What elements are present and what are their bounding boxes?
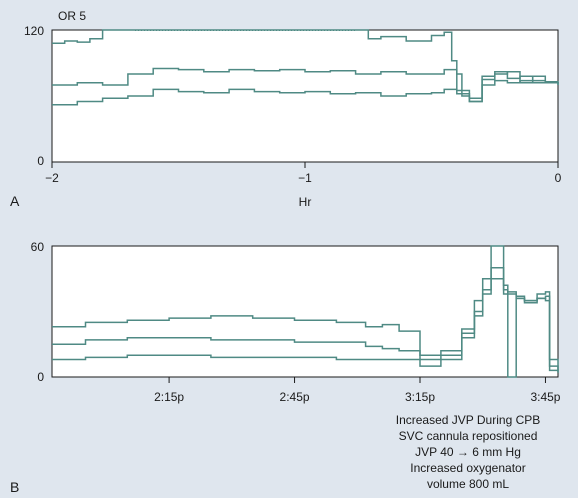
- y-tick-b-max: 60: [31, 240, 45, 254]
- panel-a-series-2: [52, 67, 559, 99]
- x-axis-label-a: Hr: [299, 195, 312, 209]
- panel-a-series-3: [52, 79, 559, 106]
- y-tick-a-min: 0: [37, 154, 44, 168]
- panel-b-series-3: [52, 278, 559, 378]
- panel-b: 60 0 2:15p 2:45p 3:15p 3:45p B Increased JV…: [10, 240, 561, 495]
- annotation-line-4: Increased oxygenator: [410, 461, 525, 475]
- monitor-label: OR 5: [58, 9, 86, 23]
- annotation-line-2: SVC cannula repositioned: [399, 429, 538, 443]
- y-tick-a-max: 120: [24, 24, 44, 38]
- series-group-b: [52, 245, 559, 378]
- panel-label-a: A: [10, 193, 20, 209]
- x-ticks-b: 2:15p 2:45p 3:15p 3:45p: [154, 377, 561, 404]
- annotation-line-3: JVP 40 → 6 mm Hg: [415, 445, 521, 459]
- panel-label-b: B: [10, 479, 19, 495]
- annotation-line-1: Increased JVP During CPB: [396, 413, 541, 427]
- series-group-a: [52, 29, 559, 106]
- x-tick-a-2: 0: [555, 171, 562, 185]
- annotation-line-5: volume 800 mL: [427, 477, 509, 491]
- x-tick-b-0: 2:15p: [154, 390, 184, 404]
- x-tick-a-1: −1: [298, 171, 312, 185]
- x-tick-b-2: 3:15p: [405, 390, 435, 404]
- annotation-b: Increased JVP During CPB SVC cannula rep…: [396, 413, 541, 491]
- x-tick-b-1: 2:45p: [280, 390, 310, 404]
- x-tick-b-3: 3:45p: [530, 390, 560, 404]
- panel-a: OR 5 120 0 −2 −1 0 Hr A: [10, 9, 562, 209]
- y-tick-b-min: 0: [37, 370, 44, 384]
- x-tick-a-0: −2: [45, 171, 59, 185]
